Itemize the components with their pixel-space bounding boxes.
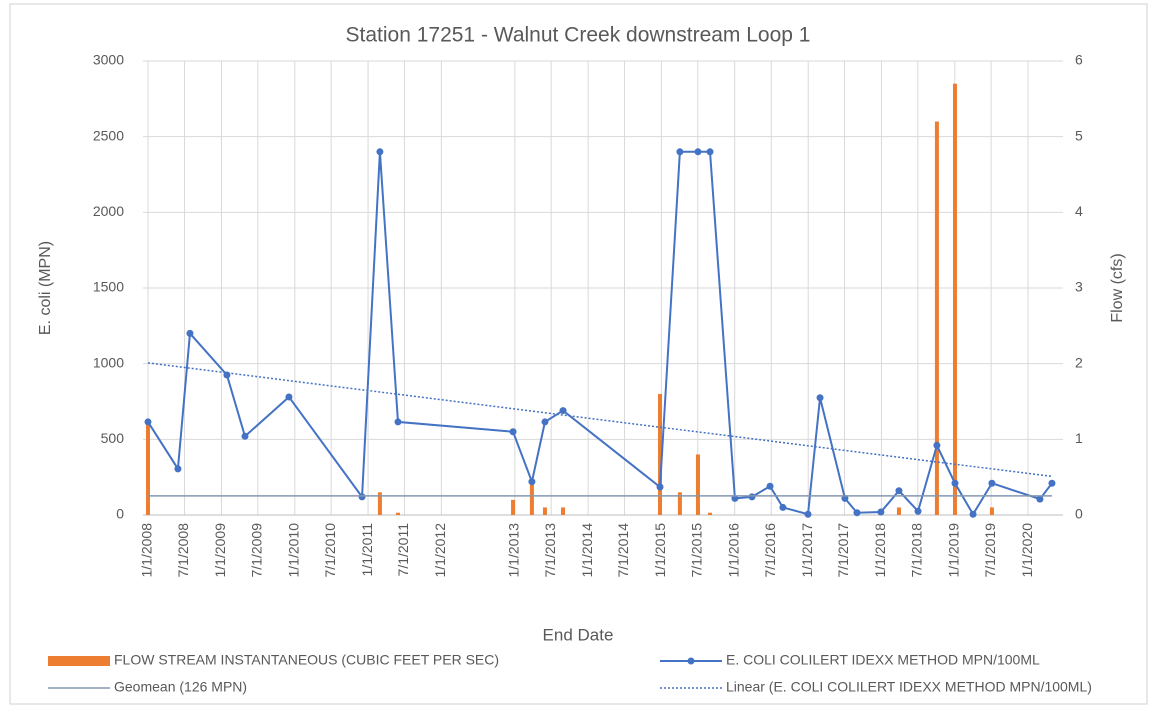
x-tick-label: 7/1/2019 xyxy=(982,523,998,578)
flow-bar xyxy=(695,454,700,515)
y2-tick-label: 4 xyxy=(1075,203,1083,219)
flow-bar xyxy=(146,424,150,515)
series-marker xyxy=(559,407,567,415)
series-marker xyxy=(766,482,774,490)
x-tick-label: 7/1/2015 xyxy=(688,523,704,578)
legend-label: Linear (E. COLI COLILERT IDEXX METHOD MP… xyxy=(726,679,1092,695)
x-tick-label: 7/1/2016 xyxy=(762,523,778,578)
legend-marker xyxy=(687,657,695,665)
flow-bar xyxy=(529,484,534,515)
series-marker xyxy=(816,394,824,402)
y-axis-label: E. coli (MPN) xyxy=(37,241,54,335)
series-marker xyxy=(988,479,996,487)
x-tick-label: 1/1/2012 xyxy=(432,523,448,578)
series-marker xyxy=(285,393,293,401)
series-marker xyxy=(394,418,402,426)
flow-bar xyxy=(989,507,994,515)
series-marker xyxy=(376,148,384,156)
series-marker xyxy=(656,483,664,491)
series-marker xyxy=(706,148,714,156)
series-marker xyxy=(877,508,885,516)
x-tick-label: 7/1/2018 xyxy=(909,523,925,578)
x-tick-label: 7/1/2008 xyxy=(175,523,191,578)
x-tick-label: 1/1/2009 xyxy=(212,523,228,578)
x-tick-label: 1/1/2016 xyxy=(725,523,741,578)
flow-bar xyxy=(677,492,682,515)
flow-bar xyxy=(896,507,901,515)
y-tick-label: 1500 xyxy=(93,279,124,295)
series-marker xyxy=(1048,479,1056,487)
series-marker xyxy=(748,493,756,501)
legend-swatch xyxy=(48,656,110,666)
y2-tick-label: 5 xyxy=(1075,127,1083,143)
series-marker xyxy=(186,329,194,337)
x-tick-label: 1/1/2008 xyxy=(139,523,155,578)
y2-tick-label: 3 xyxy=(1075,279,1083,295)
x-axis-label: End Date xyxy=(543,625,614,644)
y2-axis-label: Flow (cfs) xyxy=(1109,253,1126,322)
series-marker xyxy=(541,418,549,426)
flow-bar xyxy=(395,512,400,515)
y-tick-label: 0 xyxy=(116,506,124,522)
series-marker xyxy=(358,493,366,501)
x-tick-label: 1/1/2010 xyxy=(285,523,301,578)
y-tick-label: 2500 xyxy=(93,127,124,143)
flow-bar xyxy=(542,507,547,515)
series-marker xyxy=(144,418,152,426)
series-marker xyxy=(969,510,977,518)
series-marker xyxy=(914,507,922,515)
y-tick-label: 1000 xyxy=(93,354,124,370)
series-marker xyxy=(241,432,249,440)
x-tick-label: 7/1/2013 xyxy=(542,523,558,578)
series-marker xyxy=(804,510,812,518)
series-marker xyxy=(676,148,684,156)
flow-bar xyxy=(708,512,713,515)
y2-tick-label: 0 xyxy=(1075,506,1083,522)
y2-tick-label: 6 xyxy=(1075,52,1083,68)
x-tick-label: 7/1/2010 xyxy=(322,523,338,578)
legend-label: E. COLI COLILERT IDEXX METHOD MPN/100ML xyxy=(726,652,1040,668)
x-tick-label: 7/1/2011 xyxy=(395,523,411,577)
series-marker xyxy=(528,478,536,486)
series-line xyxy=(147,150,1053,517)
series-marker xyxy=(933,441,941,449)
x-tick-label: 1/1/2017 xyxy=(799,523,815,578)
y2-tick-label: 1 xyxy=(1075,430,1083,446)
series-marker xyxy=(509,428,517,436)
x-tick-label: 1/1/2019 xyxy=(945,523,961,578)
chart-frame xyxy=(9,3,1148,705)
series-marker xyxy=(174,465,182,473)
y2-tick-label: 2 xyxy=(1075,354,1083,370)
chart-title: Station 17251 - Walnut Creek downstream … xyxy=(346,24,811,47)
x-tick-label: 7/1/2014 xyxy=(615,523,631,578)
flow-bar xyxy=(952,83,957,515)
series-marker xyxy=(895,487,903,495)
x-tick-label: 1/1/2018 xyxy=(872,523,888,578)
series-marker xyxy=(951,479,959,487)
series-marker xyxy=(779,503,787,511)
series-marker xyxy=(853,509,861,517)
series-marker xyxy=(694,148,702,156)
x-tick-label: 7/1/2017 xyxy=(835,523,851,578)
y-tick-label: 3000 xyxy=(93,52,124,68)
flow-bar xyxy=(658,393,663,515)
flow-bar xyxy=(511,499,516,515)
legend-label: FLOW STREAM INSTANTANEOUS (CUBIC FEET PE… xyxy=(114,652,499,668)
x-tick-label: 1/1/2015 xyxy=(652,523,668,578)
legend-label: Geomean (126 MPN) xyxy=(114,679,247,695)
series-marker xyxy=(1036,495,1044,503)
x-tick-label: 1/1/2014 xyxy=(579,523,595,578)
x-tick-label: 7/1/2009 xyxy=(249,523,265,578)
flow-bar xyxy=(377,492,382,515)
y-tick-label: 2000 xyxy=(93,203,124,219)
x-tick-label: 1/1/2011 xyxy=(359,523,375,577)
flow-bar xyxy=(561,507,566,515)
x-tick-label: 1/1/2013 xyxy=(506,523,522,578)
x-tick-label: 1/1/2020 xyxy=(1019,523,1035,578)
flow-bar xyxy=(934,121,939,516)
y-tick-label: 500 xyxy=(101,430,125,446)
